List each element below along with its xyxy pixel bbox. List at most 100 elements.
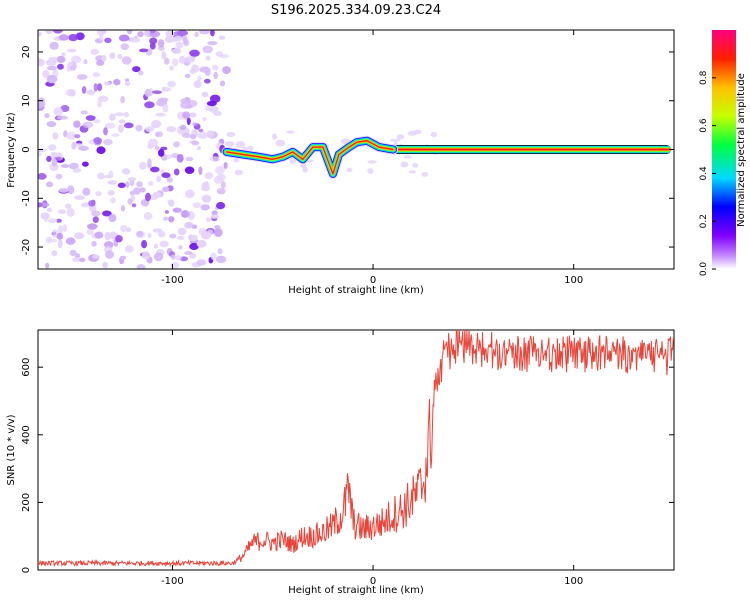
noise-blob [194, 31, 199, 38]
noise-blob [95, 191, 102, 197]
noise-blob [199, 30, 210, 35]
noise-blob [78, 145, 89, 151]
noise-blob [215, 255, 227, 264]
noise-blob [190, 134, 197, 140]
noise-blob [93, 119, 101, 124]
noise-blob [92, 216, 99, 224]
colorbar-tick-label: 0.6 [699, 118, 709, 133]
noise-blob [200, 204, 210, 211]
noise-blob [430, 131, 437, 138]
noise-blob [115, 235, 123, 243]
noise-blob [390, 138, 401, 142]
colorbar-tick-label: 0.2 [699, 214, 709, 228]
noise-blob [170, 254, 176, 260]
noise-blob [97, 30, 106, 36]
noise-blob [413, 129, 422, 135]
noise-blob [189, 234, 198, 242]
noise-blob [191, 140, 200, 146]
noise-blob [71, 141, 77, 150]
noise-blob [219, 80, 226, 87]
y-tick-label: -20 [21, 239, 32, 255]
noise-blob [201, 194, 212, 203]
noise-blob [164, 210, 169, 214]
noise-blob [163, 216, 168, 221]
noise-blob [204, 78, 211, 84]
noise-blob [49, 41, 59, 50]
noise-blob [133, 187, 141, 195]
noise-blob [147, 233, 152, 238]
noise-blob [216, 188, 226, 195]
noise-blob [48, 144, 57, 151]
noise-blob [182, 35, 188, 45]
noise-blob [44, 113, 50, 119]
noise-blob [192, 122, 198, 127]
noise-blob [214, 225, 221, 230]
noise-blob [201, 184, 211, 192]
noise-blob [123, 111, 129, 118]
noise-blob [107, 180, 118, 185]
noise-blob [185, 189, 195, 199]
y-tick-label: 10 [21, 94, 32, 107]
noise-blob [103, 127, 108, 136]
noise-blob [82, 161, 89, 167]
noise-blob [182, 111, 191, 119]
noise-blob [177, 235, 185, 241]
noise-blob [189, 242, 199, 251]
noise-blob [51, 158, 58, 167]
noise-blob [109, 52, 116, 59]
noise-blob [139, 161, 147, 170]
noise-blob [62, 224, 67, 232]
noise-blob [184, 222, 194, 229]
noise-blob [136, 264, 146, 269]
noise-blob [412, 162, 419, 168]
noise-blob [55, 173, 63, 180]
noise-blob [73, 120, 81, 128]
noise-blob [223, 162, 228, 169]
noise-blob [193, 80, 202, 89]
noise-blob [168, 216, 175, 223]
noise-blob [300, 163, 307, 169]
noise-blob [102, 210, 112, 217]
noise-blob [65, 237, 76, 245]
noise-blob [172, 207, 182, 213]
colorbar-axis: 0.0 0.2 0.4 0.6 0.8 [699, 70, 716, 276]
noise-blob [209, 94, 221, 103]
noise-blob [88, 200, 96, 207]
noise-blob [45, 181, 54, 188]
noise-blob [38, 31, 42, 37]
noise-blob [118, 34, 130, 42]
noise-blob [82, 187, 91, 196]
x-tick-label: 0 [370, 275, 376, 286]
noise-blob [102, 261, 108, 269]
noise-blob [104, 37, 112, 43]
noise-blob [91, 210, 101, 217]
noise-blob [124, 122, 134, 129]
noise-blob [166, 126, 177, 133]
noise-blob [179, 55, 186, 64]
noise-blob [220, 181, 226, 189]
noise-blob [96, 146, 106, 154]
noise-blob [196, 239, 207, 248]
noise-blob [233, 158, 240, 163]
noise-blob [42, 70, 50, 79]
noise-blob [166, 177, 173, 183]
noise-blob [120, 225, 128, 232]
snr-series-line [38, 330, 674, 568]
bottom-x-axis: -100 0 100 [161, 330, 583, 587]
noise-blob [176, 154, 184, 163]
noise-blob [127, 198, 133, 205]
noise-blob [97, 100, 102, 108]
noise-blob [234, 169, 243, 176]
noise-blob [120, 96, 125, 104]
noise-blob [132, 66, 141, 73]
noise-blob [171, 47, 182, 54]
noise-blob [46, 207, 53, 213]
noise-blob [117, 182, 126, 189]
noise-blob [129, 37, 141, 43]
noise-blob [170, 261, 180, 269]
noise-blob [57, 239, 63, 249]
noise-blob [66, 208, 75, 217]
noise-blob [197, 75, 202, 82]
noise-blob [235, 141, 246, 148]
noise-blob [38, 97, 45, 103]
